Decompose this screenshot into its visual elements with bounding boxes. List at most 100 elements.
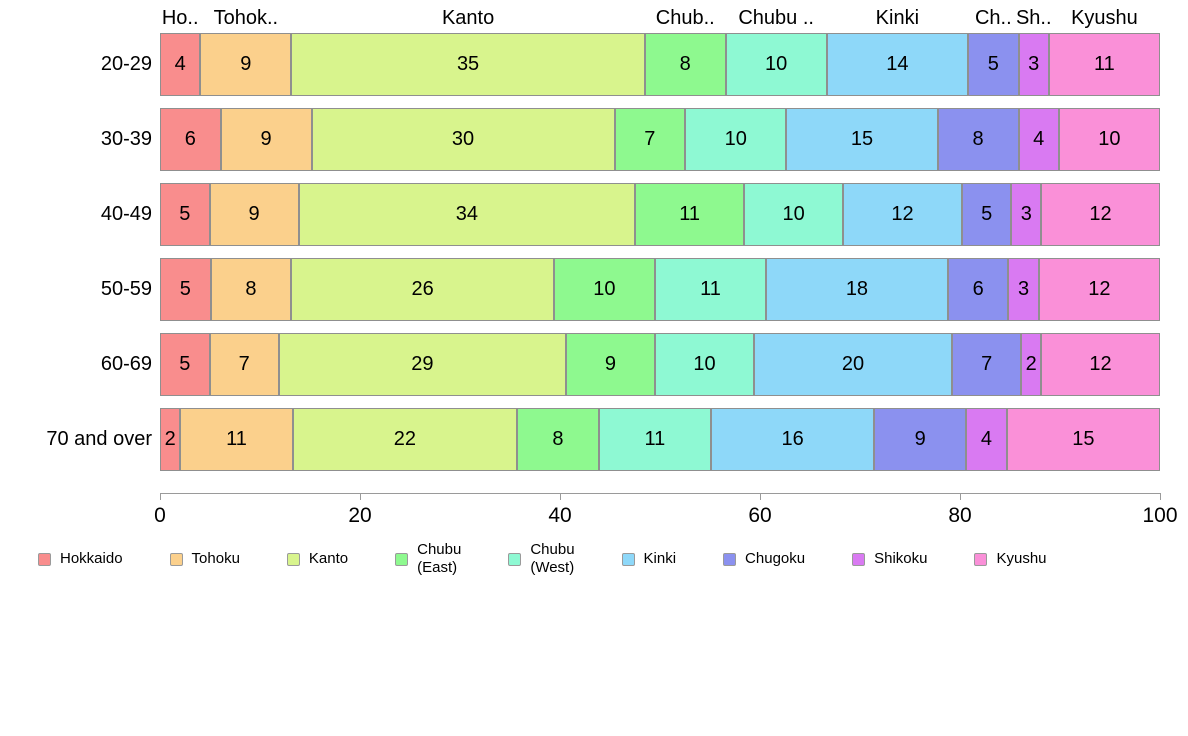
bar-segment[interactable]: 2 xyxy=(160,408,181,471)
bar-segment[interactable]: 10 xyxy=(744,183,844,246)
segment-value-label: 11 xyxy=(1094,53,1115,75)
segment-value-label: 10 xyxy=(593,278,616,300)
legend-item[interactable]: Kinki xyxy=(621,550,676,568)
legend-label: Chugoku xyxy=(745,550,806,567)
segment-value-label: 34 xyxy=(455,203,479,225)
bar-segment[interactable]: 29 xyxy=(278,333,566,396)
bar-segment[interactable]: 9 xyxy=(874,408,967,471)
x-axis-tick xyxy=(760,493,761,500)
segment-value-label: 10 xyxy=(765,53,788,75)
bar-segment[interactable]: 4 xyxy=(160,33,201,96)
bar-row: 5 8 26 10 11 18 6 3 12 xyxy=(160,258,1160,321)
segment-value-label: 15 xyxy=(850,128,874,150)
legend-label: Shikoku xyxy=(874,550,928,567)
legend-item[interactable]: Kanto xyxy=(286,550,348,568)
bar-segment[interactable]: 15 xyxy=(1006,408,1160,471)
segment-value-label: 11 xyxy=(700,278,721,300)
bar-segment[interactable]: 3 xyxy=(1011,183,1042,246)
bar-segment[interactable]: 12 xyxy=(1041,183,1160,246)
segment-value-label: 5 xyxy=(179,278,191,300)
column-header: Kanto xyxy=(441,7,495,29)
column-header: Kyushu xyxy=(1071,7,1138,29)
x-axis-tick xyxy=(560,493,561,500)
bar-segment[interactable]: 16 xyxy=(710,408,875,471)
bar-segment[interactable]: 15 xyxy=(786,108,938,171)
bar-segment[interactable]: 2 xyxy=(1021,333,1042,396)
legend-item[interactable]: Tohoku xyxy=(169,550,240,568)
bar-segment[interactable]: 7 xyxy=(209,333,279,396)
bar-segment[interactable]: 9 xyxy=(565,333,656,396)
bar-segment[interactable]: 5 xyxy=(968,33,1019,96)
segment-value-label: 10 xyxy=(1098,128,1121,150)
bar-segment[interactable]: 5 xyxy=(160,183,210,246)
column-header: Ho.. xyxy=(161,7,199,29)
bar-segment[interactable]: 9 xyxy=(220,108,312,171)
bar-segment[interactable]: 8 xyxy=(937,108,1019,171)
segment-value-label: 2 xyxy=(164,428,176,450)
column-header: Chub.. xyxy=(655,7,715,29)
legend-label: Kyushu xyxy=(996,550,1047,567)
bar-segment[interactable]: 4 xyxy=(966,408,1007,471)
bar-segment[interactable]: 3 xyxy=(1018,33,1049,96)
bar-segment[interactable]: 34 xyxy=(298,183,636,246)
bar-segment[interactable]: 10 xyxy=(1058,108,1160,171)
bar-segment[interactable]: 12 xyxy=(1038,258,1160,321)
bar-segment[interactable]: 7 xyxy=(952,333,1022,396)
bar-segment[interactable]: 5 xyxy=(160,333,210,396)
segment-value-label: 8 xyxy=(972,128,984,150)
segment-value-label: 4 xyxy=(980,428,993,450)
bar-row: 2 11 22 8 11 16 9 4 15 xyxy=(160,408,1160,471)
bar-segment[interactable]: 12 xyxy=(843,183,962,246)
segment-value-label: 12 xyxy=(1088,278,1111,300)
bar-segment[interactable]: 26 xyxy=(291,258,554,321)
bar-segment[interactable]: 8 xyxy=(644,33,726,96)
bar-segment[interactable]: 10 xyxy=(655,333,755,396)
x-axis-tick-label: 80 xyxy=(948,504,972,527)
segment-value-label: 20 xyxy=(841,353,865,375)
bar-segment[interactable]: 3 xyxy=(1008,258,1039,321)
segment-value-label: 10 xyxy=(693,353,716,375)
legend-item[interactable]: Hokkaido xyxy=(38,550,123,568)
legend-item[interactable]: Kyushu xyxy=(974,550,1047,568)
bar-segment[interactable]: 12 xyxy=(1041,333,1160,396)
legend-item[interactable]: Shikoku xyxy=(852,550,927,568)
bar-segment[interactable]: 11 xyxy=(1048,33,1160,96)
bar-row: 5 9 34 11 10 12 5 3 12 xyxy=(160,183,1160,246)
segment-value-label: 10 xyxy=(724,128,747,150)
bar-segment[interactable]: 11 xyxy=(654,258,767,321)
legend-item[interactable]: Chubu (East) xyxy=(395,541,461,577)
bar-segment[interactable]: 18 xyxy=(766,258,948,321)
bar-segment[interactable]: 11 xyxy=(598,408,711,471)
bar-segment[interactable]: 5 xyxy=(160,258,211,321)
bar-segment[interactable]: 30 xyxy=(311,108,615,171)
legend-item[interactable]: Chugoku xyxy=(723,550,805,568)
bar-segment[interactable]: 35 xyxy=(291,33,645,96)
bar-segment[interactable]: 10 xyxy=(725,33,827,96)
column-header: Chubu .. xyxy=(738,7,814,29)
bar-segment[interactable]: 6 xyxy=(947,258,1009,321)
segment-value-label: 9 xyxy=(914,428,926,450)
x-axis-tick-label: 20 xyxy=(348,504,372,527)
bar-segment[interactable]: 5 xyxy=(961,183,1012,246)
bar-segment[interactable]: 10 xyxy=(685,108,787,171)
legend-item[interactable]: Chubu (West) xyxy=(508,541,575,577)
bar-segment[interactable]: 8 xyxy=(517,408,599,471)
bar-segment[interactable]: 11 xyxy=(180,408,293,471)
legend-label: Tohoku xyxy=(191,550,240,567)
bar-segment[interactable]: 14 xyxy=(826,33,969,96)
bar-segment[interactable]: 7 xyxy=(614,108,686,171)
bar-segment[interactable]: 9 xyxy=(209,183,299,246)
bar-segment[interactable]: 9 xyxy=(200,33,292,96)
bar-segment[interactable]: 4 xyxy=(1018,108,1059,171)
bar-segment[interactable]: 10 xyxy=(553,258,655,321)
segment-value-label: 30 xyxy=(451,128,475,150)
bar-segment[interactable]: 22 xyxy=(292,408,518,471)
bar-segment[interactable]: 6 xyxy=(160,108,221,171)
bar-segment[interactable]: 11 xyxy=(635,183,745,246)
segment-value-label: 9 xyxy=(248,203,260,225)
legend-label: Chubu (West) xyxy=(530,541,575,576)
segment-value-label: 12 xyxy=(891,203,914,225)
bar-segment[interactable]: 8 xyxy=(210,258,292,321)
bar-segment[interactable]: 20 xyxy=(754,333,953,396)
